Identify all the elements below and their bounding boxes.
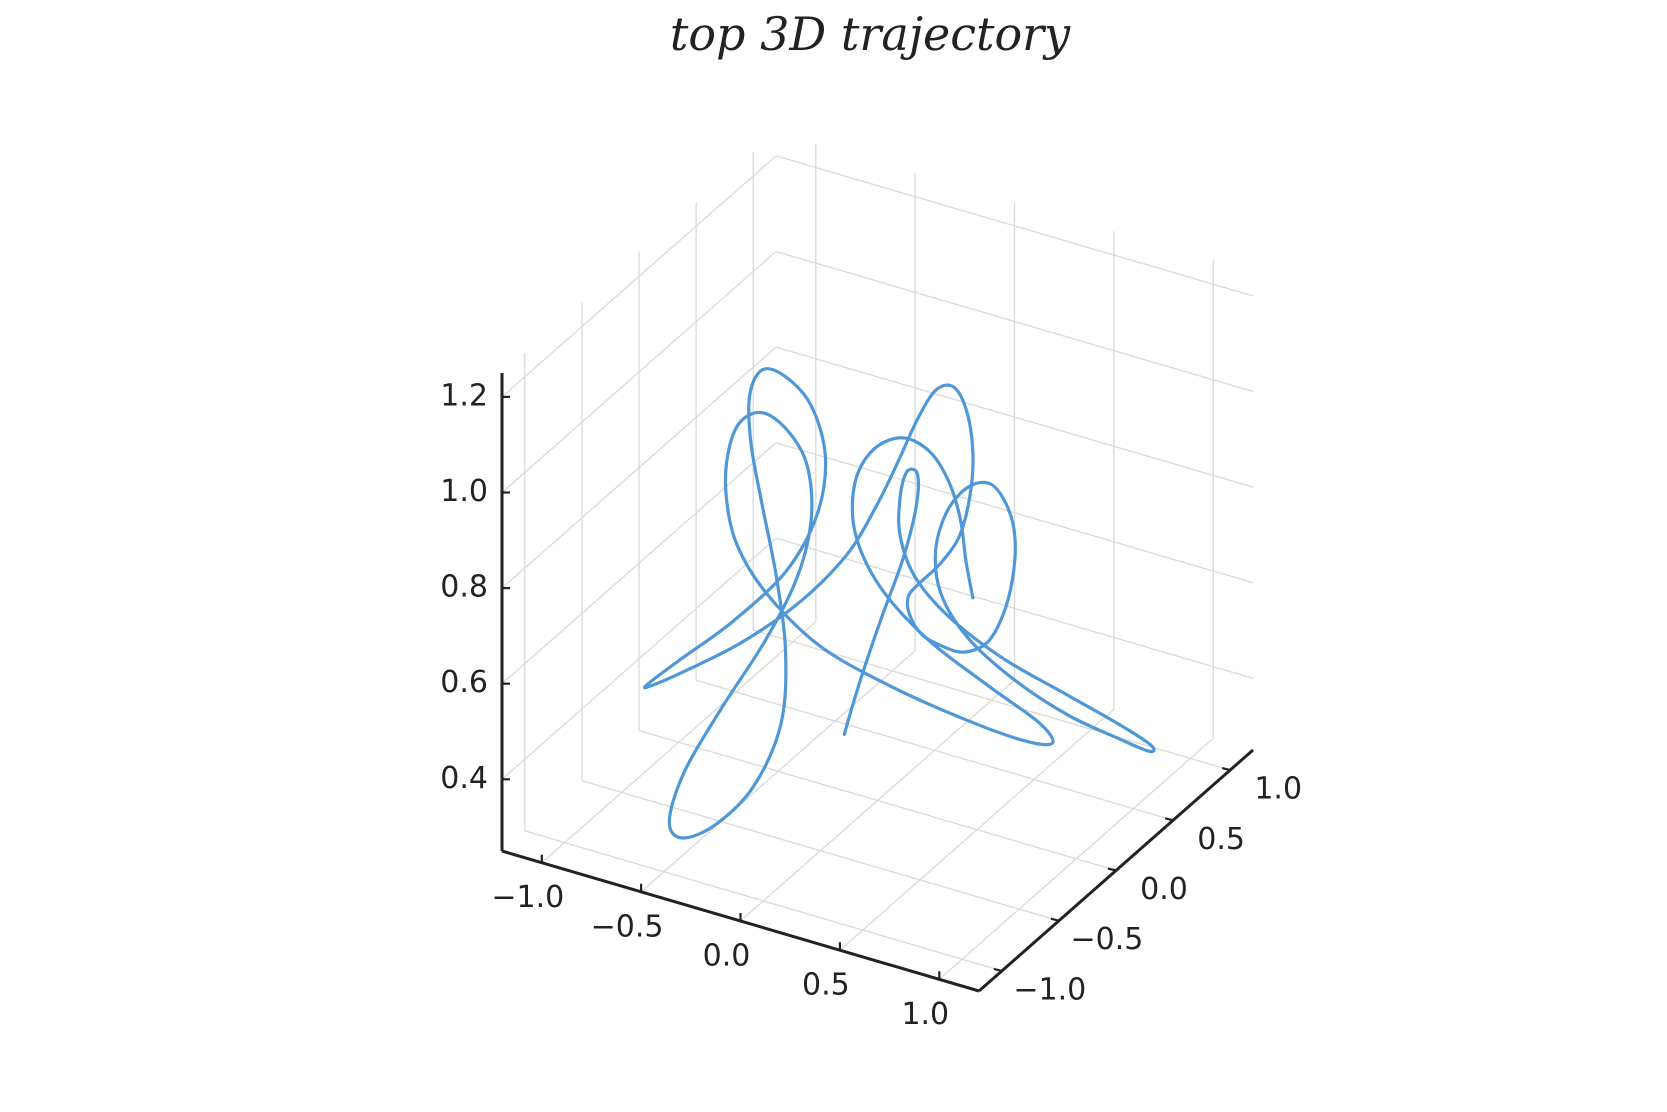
grid-layer xyxy=(501,143,1254,980)
x-tick-label: −1.0 xyxy=(491,880,564,915)
z-tick-label: 0.6 xyxy=(440,665,488,700)
trace-layer xyxy=(642,367,1156,840)
gridline-y-floor xyxy=(524,830,1002,972)
gridline-z-backwall xyxy=(775,155,1254,297)
gridline-z-backwall xyxy=(775,346,1254,488)
y-tick-mark xyxy=(1050,917,1060,922)
z-tick-label: 0.8 xyxy=(440,570,488,605)
axes-layer: −1.0 −0.5 0.0 0.5 1.0 −1.0 −0.5 0.0 0.5 1.0 0.4 0.6… xyxy=(440,373,1302,1032)
y-tick-label: −1.0 xyxy=(1013,972,1086,1007)
y-tick-mark xyxy=(1221,767,1231,772)
z-tick-label: 1.0 xyxy=(440,474,488,509)
z-tick-label: 1.2 xyxy=(440,378,488,413)
trajectory-line xyxy=(642,367,1156,840)
gridline-z-backwall xyxy=(775,442,1254,584)
gridline-z-backwall xyxy=(775,537,1254,679)
chart-title: top 3D trajectory xyxy=(670,7,1071,61)
y-tick-mark xyxy=(1107,867,1117,872)
gridline-z-sidewall xyxy=(501,537,777,780)
gridline-z-backwall xyxy=(775,250,1254,393)
z-tick-label: 0.4 xyxy=(440,761,488,796)
y-tick-mark xyxy=(1164,817,1174,822)
x-tick-label: 0.5 xyxy=(802,968,850,1003)
y-tick-label: 0.0 xyxy=(1140,872,1188,907)
gridline-y-floor xyxy=(581,780,1060,922)
gridline-y-floor xyxy=(638,729,1117,872)
x-tick-label: 1.0 xyxy=(901,997,949,1032)
y-tick-label: 0.5 xyxy=(1197,822,1245,857)
gridline-z-sidewall xyxy=(501,442,777,685)
y-tick-label: 1.0 xyxy=(1254,772,1302,807)
y-tick-label: −0.5 xyxy=(1070,922,1143,957)
y-tick-mark xyxy=(993,967,1003,972)
x-tick-label: 0.0 xyxy=(703,939,751,974)
gridline-z-sidewall xyxy=(501,346,777,589)
x-tick-label: −0.5 xyxy=(591,909,664,944)
gridline-z-sidewall xyxy=(501,251,777,493)
gridline-y-floor xyxy=(695,679,1174,821)
gridline-z-sidewall xyxy=(501,155,777,398)
